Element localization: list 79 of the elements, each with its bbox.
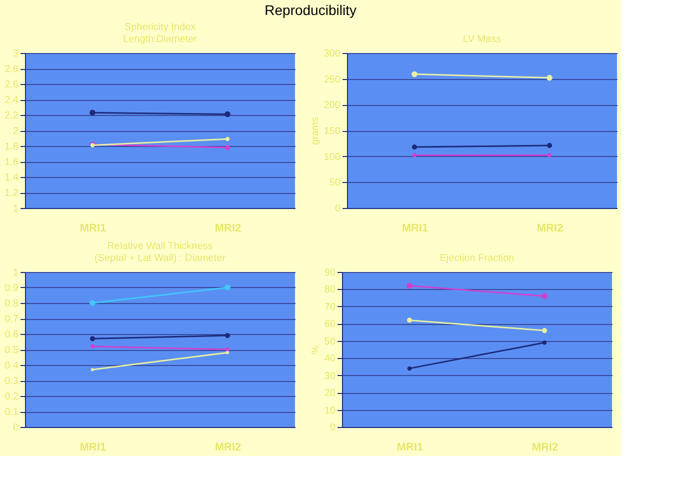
text: Relative Wall Thickness (107, 241, 213, 252)
point (90, 110, 96, 116)
x-tick-label: MRI2 (214, 222, 242, 234)
x-tick-label: MRI2 (532, 442, 558, 454)
y-tick-label: 30 (324, 370, 336, 382)
y-tick-label: 0 (330, 422, 336, 434)
y-tick-label: 50 (324, 336, 336, 348)
y-tick-label: 70 (324, 302, 336, 313)
chart-title: LV Mass (462, 34, 502, 45)
point (542, 293, 548, 300)
point (542, 328, 548, 334)
y-tick-label: 1.2 (4, 188, 19, 199)
x-tick-label: MRI1 (396, 442, 424, 454)
x-tick-label: MRI2 (214, 442, 242, 454)
y-axis-title: grams (310, 117, 321, 145)
x-tick-label: MRI2 (536, 222, 564, 234)
y-tick-label: 40 (324, 354, 336, 365)
y-tick-label: 2.4 (4, 95, 19, 106)
y-tick-label: 300 (324, 48, 341, 60)
y-tick-label: 1.8 (4, 142, 19, 152)
point (412, 153, 417, 158)
y-tick-label: 1.4 (4, 172, 19, 184)
point (226, 351, 230, 354)
point (407, 366, 412, 371)
point (224, 145, 230, 150)
y-tick-label: 2.6 (4, 80, 19, 90)
y-tick-label: 2.8 (4, 64, 19, 75)
y-tick-label: 0.9 (4, 283, 19, 294)
y-tick-label: 50 (329, 178, 341, 189)
y-tick-label: 60 (324, 319, 336, 330)
point (406, 318, 412, 323)
x-tick-label: MRI1 (402, 222, 428, 234)
y-tick-label: 80 (324, 284, 336, 296)
y-tick-label: 0.2 (4, 392, 19, 402)
point (412, 144, 418, 150)
y-tick-label: 1 (12, 268, 19, 278)
y-tick-label: 100 (324, 152, 341, 163)
y-tick-label: 1.6 (4, 157, 19, 168)
point (224, 111, 230, 118)
chart-title: Ejection Fraction (440, 253, 514, 264)
text: Length:Diameter (123, 34, 197, 45)
point (90, 368, 94, 372)
y-tick-label: 250 (324, 74, 341, 86)
x-tick-label: MRI1 (80, 222, 106, 234)
y-tick-label: 20 (324, 388, 336, 400)
y-tick-label: 0.4 (4, 360, 19, 372)
text: Sphericity Index (124, 22, 196, 33)
y-tick-label: 0.8 (4, 298, 19, 310)
y-tick-label: 1 (12, 204, 19, 214)
y-tick-label: 0.1 (4, 407, 19, 418)
point (546, 142, 552, 148)
point (224, 284, 230, 290)
y-tick-label: 150 (324, 126, 341, 137)
point (224, 333, 230, 338)
y-tick-label: 2.2 (4, 110, 19, 122)
y-tick-label: 90 (324, 268, 336, 278)
y-tick-label: 0.3 (4, 376, 19, 387)
y-tick-label: 10 (324, 405, 336, 416)
y-tick-label: 0.7 (4, 314, 19, 325)
y-tick-label: 0 (12, 422, 19, 434)
x-tick-label: MRI1 (80, 442, 106, 454)
point (225, 136, 230, 142)
point (546, 74, 552, 81)
text: (Septal + Lat Wall) : Diameter (94, 253, 226, 264)
point (90, 300, 96, 306)
y-axis-title: % (310, 345, 322, 354)
point (542, 340, 547, 345)
y-tick-label: 0.5 (4, 345, 19, 356)
point (406, 282, 412, 289)
point (90, 336, 96, 342)
y-tick-label: 0.6 (4, 330, 19, 340)
y-tick-label: 3 (12, 48, 19, 60)
point (90, 344, 95, 349)
point (547, 153, 552, 158)
y-tick-label: 2 (12, 126, 19, 137)
y-tick-label: 200 (324, 100, 341, 112)
point (412, 71, 418, 78)
text: Reproducibility (264, 2, 356, 18)
y-tick-label: 0 (334, 204, 341, 214)
